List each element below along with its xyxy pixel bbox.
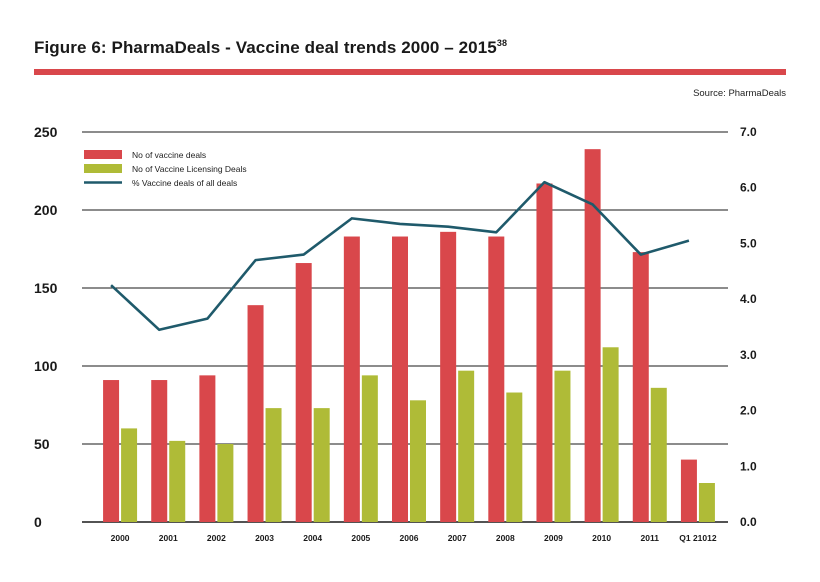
legend-label: % Vaccine deals of all deals [132,178,237,188]
bar-vaccine-deals [247,305,264,522]
legend-label: No of Vaccine Licensing Deals [132,164,247,174]
x-tick-label: 2000 [111,533,130,543]
x-tick-label: 2001 [159,533,178,543]
legend-label: No of vaccine deals [132,150,206,160]
y-left-tick-label: 150 [34,280,58,296]
bar-vaccine-deals [343,236,360,522]
bars [103,149,715,523]
y-right-tick-label: 2.0 [740,404,757,418]
bar-vaccine-deals [584,149,601,522]
y-right-tick-label: 1.0 [740,459,757,473]
bar-licensing-deals [602,347,619,522]
bar-licensing-deals [121,428,138,522]
chart-title: Figure 6: PharmaDeals - Vaccine deal tre… [34,38,507,58]
y-left-tick-label: 100 [34,358,58,374]
bar-vaccine-deals [440,231,457,522]
bar-licensing-deals [361,375,378,522]
bar-vaccine-deals [103,380,120,522]
bar-licensing-deals [506,392,523,522]
y-left-tick-label: 50 [34,436,50,452]
bar-licensing-deals [458,370,475,522]
percent-line [110,180,690,332]
x-tick-label: 2009 [544,533,563,543]
legend-swatch [84,150,122,159]
y-right-tick-label: 0.0 [740,515,757,529]
y-left-tick-label: 250 [34,124,58,140]
x-tick-label: 2002 [207,533,226,543]
title-footnote: 38 [496,38,508,48]
bar-vaccine-deals [392,236,408,522]
x-tick-label: 2011 [641,533,660,543]
bar-licensing-deals [169,440,186,522]
legend-swatch [84,164,122,173]
axis-labels: 0 50 100 150 200 250 0.0 1.0 2.0 3.0 4.0 5.0 6.0 7.0 2… [34,124,757,543]
bar-vaccine-deals [536,183,553,523]
y-left-tick-label: 200 [34,202,58,218]
x-tick-label: 2005 [351,533,370,543]
bar-licensing-deals [217,444,234,522]
x-tick-label: 2006 [400,533,419,543]
bar-licensing-deals [313,408,330,522]
x-tick-label: 2010 [592,533,611,543]
y-right-tick-label: 6.0 [740,181,757,195]
bar-vaccine-deals [632,252,649,522]
bar-vaccine-deals [151,380,168,522]
bar-licensing-deals [698,483,715,522]
y-right-tick-label: 4.0 [740,292,757,306]
y-left-tick-label: 0 [34,514,42,530]
x-tick-label: 2007 [448,533,467,543]
bar-licensing-deals [650,387,667,522]
x-tick-label: 2008 [496,533,515,543]
bar-licensing-deals [554,370,571,522]
x-tick-label: 2004 [303,533,322,543]
percent-series-line [110,180,690,332]
bar-vaccine-deals [680,459,697,522]
bar-licensing-deals [410,400,426,522]
y-right-tick-label: 3.0 [740,348,757,362]
title-rule [34,69,786,75]
chart-title-text: Figure 6: PharmaDeals - Vaccine deal tre… [34,38,497,57]
y-right-tick-label: 5.0 [740,236,757,250]
x-tick-label: Q1 21012 [679,533,717,543]
bar-vaccine-deals [488,236,505,522]
x-tick-label: 2003 [255,533,274,543]
bar-vaccine-deals [199,375,216,522]
bar-vaccine-deals [295,263,312,522]
bar-licensing-deals [265,408,282,522]
y-right-tick-label: 7.0 [740,125,757,139]
legend: No of vaccine deals No of Vaccine Licensi… [84,150,247,188]
source-note: Source: PharmaDeals [693,88,786,99]
